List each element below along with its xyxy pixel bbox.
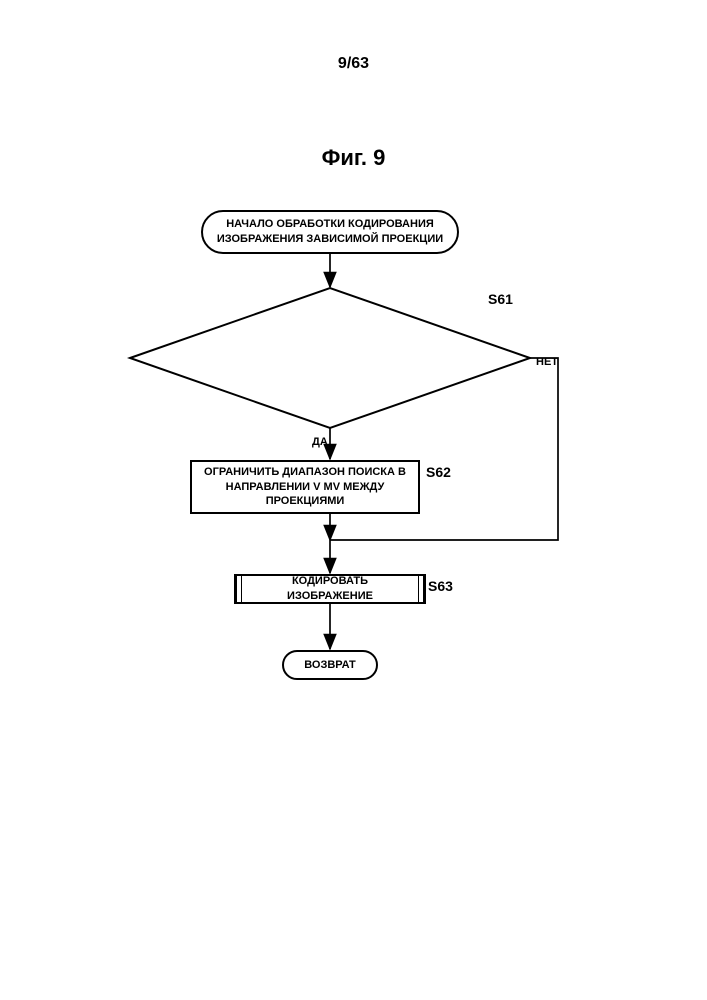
process-restrict-range: ОГРАНИЧИТЬ ДИАПАЗОН ПОИСКА В НАПРАВЛЕНИИ… bbox=[190, 460, 420, 514]
edge-label-yes: ДА bbox=[312, 436, 328, 448]
step-label-s62: S62 bbox=[426, 464, 451, 480]
process-restrict-range-label: ОГРАНИЧИТЬ ДИАПАЗОН ПОИСКА В НАПРАВЛЕНИИ… bbox=[192, 462, 418, 512]
process-encode-image-label: КОДИРОВАТЬ ИЗОБРАЖЕНИЕ bbox=[242, 576, 418, 602]
edge-label-no: НЕТ bbox=[536, 356, 558, 368]
process-side-right bbox=[418, 576, 424, 602]
return-terminator: ВОЗВРАТ bbox=[282, 650, 378, 680]
figure-title: Фиг. 9 bbox=[322, 145, 386, 171]
page-number: 9/63 bbox=[338, 55, 369, 73]
start-label: НАЧАЛО ОБРАБОТКИ КОДИРОВАНИЯ ИЗОБРАЖЕНИЯ… bbox=[203, 217, 457, 247]
decision-text: Установлен ли interview_vector_v_range_r… bbox=[188, 352, 472, 363]
start-terminator: НАЧАЛО ОБРАБОТКИ КОДИРОВАНИЯ ИЗОБРАЖЕНИЯ… bbox=[201, 210, 459, 254]
return-label: ВОЗВРАТ bbox=[304, 658, 356, 673]
step-label-s63: S63 bbox=[428, 578, 453, 594]
process-encode-image: КОДИРОВАТЬ ИЗОБРАЖЕНИЕ bbox=[234, 574, 426, 604]
step-label-s61: S61 bbox=[488, 291, 513, 307]
